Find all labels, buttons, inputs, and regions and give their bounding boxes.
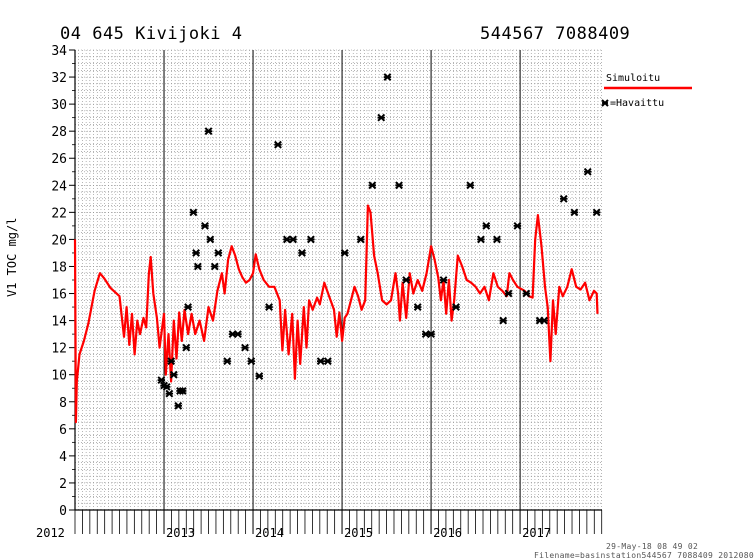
observed-point — [206, 235, 215, 244]
observed-point — [413, 303, 422, 311]
observed-point — [204, 127, 213, 136]
observed-point — [274, 140, 282, 149]
y-tick-label: 8 — [59, 396, 67, 411]
x-tick-label: 2012 — [36, 526, 65, 540]
observed-point — [592, 208, 601, 217]
observed-point — [583, 167, 592, 176]
observed-point — [316, 357, 325, 366]
observed-series — [157, 73, 601, 410]
y-tick-label: 26 — [51, 152, 67, 167]
y-tick-label: 12 — [51, 342, 67, 357]
x-tick-label: 2017 — [522, 526, 551, 540]
y-tick-label: 32 — [51, 71, 67, 86]
observed-point — [233, 330, 242, 339]
observed-point — [427, 330, 435, 339]
observed-point — [466, 181, 475, 190]
observed-point — [306, 235, 315, 244]
observed-point — [241, 343, 249, 352]
footer-timestamp: 29-May-18 08 49 02 — [606, 542, 699, 551]
y-tick-label: 0 — [59, 504, 67, 519]
observed-point — [356, 235, 365, 244]
x-tick-label: 2016 — [433, 526, 462, 540]
observed-point — [165, 389, 174, 398]
observed-point — [368, 181, 377, 190]
observed-point — [298, 249, 306, 257]
y-tick-label: 28 — [51, 125, 67, 140]
observed-point — [214, 249, 223, 257]
observed-point — [540, 316, 549, 325]
observed-point — [522, 289, 531, 298]
observed-point — [192, 249, 200, 257]
observed-point — [395, 181, 403, 190]
observed-point — [189, 208, 198, 217]
simulated-series — [73, 204, 599, 424]
observed-point — [157, 376, 166, 385]
y-tick-label: 20 — [51, 233, 67, 248]
y-tick-label: 10 — [51, 369, 67, 384]
observed-point — [439, 276, 448, 284]
observed-point — [323, 357, 332, 366]
legend-observed-label: =Havaittu — [610, 98, 665, 109]
y-tick-label: 4 — [59, 450, 67, 465]
observed-point — [482, 221, 491, 230]
observed-point — [493, 235, 501, 244]
observed-point — [504, 289, 513, 298]
observed-point — [340, 249, 349, 257]
observed-point — [289, 235, 298, 244]
observed-point — [570, 208, 579, 217]
observed-point — [513, 221, 522, 230]
y-tick-label: 2 — [59, 477, 67, 492]
y-tick-label: 24 — [51, 179, 67, 194]
chart-grid — [74, 49, 603, 534]
observed-point — [184, 303, 192, 311]
observed-point — [210, 262, 219, 271]
station-coords: 544567 7088409 — [480, 24, 631, 44]
observed-point — [377, 113, 386, 122]
observed-point — [452, 303, 460, 311]
y-tick-label: 30 — [51, 98, 67, 113]
footer-filename: Filename=basinstation544567 7088409 2012… — [534, 551, 755, 560]
observed-point — [477, 235, 485, 244]
observed-point — [402, 276, 411, 284]
legend-simulated-label: Simuloitu — [606, 73, 661, 84]
observed-point — [265, 303, 273, 311]
y-tick-label: 16 — [51, 288, 67, 303]
y-tick-label: 34 — [51, 44, 67, 59]
y-axis-title: V1 TOC mg/l — [5, 217, 19, 297]
observed-point — [193, 262, 202, 271]
observed-point — [383, 73, 392, 81]
y-tick-label: 18 — [51, 260, 67, 275]
observed-point — [169, 370, 178, 379]
y-tick-label: 22 — [51, 206, 67, 221]
x-tick-label: 2014 — [255, 526, 284, 540]
legend-marks — [601, 86, 692, 107]
x-tick-label: 2015 — [344, 526, 373, 540]
observed-point — [167, 357, 176, 366]
y-tick-label: 14 — [51, 315, 67, 330]
observed-point — [182, 343, 191, 352]
observed-point — [255, 372, 264, 380]
observed-point — [201, 221, 209, 230]
simulated-line — [73, 204, 599, 424]
station-title: 04 645 Kivijoki 4 — [60, 24, 243, 44]
observed-point — [162, 382, 171, 391]
observed-point — [559, 194, 568, 203]
observed-point — [282, 235, 291, 244]
x-tick-label: 2013 — [166, 526, 195, 540]
y-tick-label: 6 — [59, 423, 67, 438]
observed-point — [247, 357, 256, 366]
observed-point — [223, 357, 232, 366]
observed-point — [174, 401, 183, 410]
observed-point — [178, 387, 187, 395]
observed-point — [499, 316, 508, 325]
